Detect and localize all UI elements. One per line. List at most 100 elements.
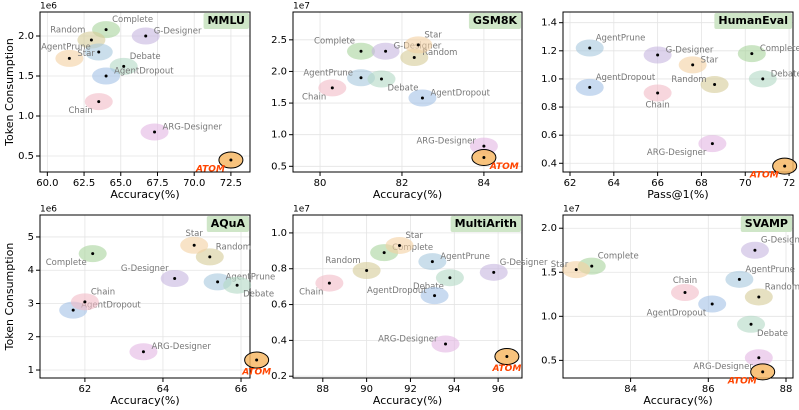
point-label: Debate (413, 282, 444, 292)
point-label: AgentDropout (596, 73, 656, 83)
point (398, 243, 402, 247)
point-label: Random (216, 242, 251, 252)
title-badge (206, 216, 249, 232)
point (412, 56, 416, 60)
x-tick-label: 70 (739, 178, 752, 189)
point-label: Complete (314, 37, 355, 47)
point (749, 322, 753, 326)
point-label: AgentPrune (596, 33, 646, 43)
x-tick-label: 88 (780, 384, 793, 395)
point-label: Debate (387, 84, 418, 94)
point-label: Star (424, 30, 442, 40)
offset-text: 1e6 (40, 205, 57, 215)
point-label: ARG-Designer (163, 123, 223, 133)
y-axis-label: Token Consumption (3, 243, 16, 352)
point (104, 28, 108, 32)
x-tick-label: 62 (79, 384, 92, 395)
point-label: G-Designer (121, 264, 169, 274)
point (656, 53, 660, 57)
y-tick-label: 2.0 (541, 223, 557, 234)
x-tick-label: 94 (448, 384, 461, 395)
point (365, 269, 369, 273)
y-tick-label: 1.0 (541, 311, 557, 322)
point (229, 158, 233, 162)
title-badge (740, 216, 792, 232)
y-tick-label: 0.5 (18, 151, 34, 162)
x-tick-label: 86 (702, 384, 715, 395)
y-tick-label: 1.0 (271, 130, 287, 141)
offset-text: 1e7 (563, 205, 580, 215)
point (444, 342, 448, 346)
point-label: ARG-Designer (151, 342, 211, 352)
point-label: Complete (760, 44, 799, 54)
panel-title: HumanEval (718, 14, 788, 27)
point (761, 370, 765, 374)
point (691, 63, 695, 67)
point-label: Star (406, 231, 424, 241)
point-label: ATOM (195, 165, 225, 175)
x-axis-label: Accuracy(%) (373, 188, 442, 201)
plot-frame (292, 11, 523, 173)
x-tick-label: 64 (157, 384, 170, 395)
y-tick-label: 0.8 (541, 102, 557, 113)
point (359, 76, 363, 80)
x-tick-label: 84 (478, 178, 491, 189)
plot-frame (39, 11, 251, 173)
y-tick-label: 1.0 (18, 111, 34, 122)
offset-text: 1e7 (293, 205, 310, 215)
point-label: ATOM (749, 171, 779, 181)
panel-title: SVAMP (745, 217, 788, 230)
point-label: Star (185, 229, 203, 239)
point-label: Debate (243, 290, 274, 300)
y-tick-label: 1.2 (541, 46, 557, 57)
y-tick-label: 1.0 (541, 74, 557, 85)
x-axis-label: Accuracy(%) (643, 394, 712, 407)
offset-text: 1e6 (40, 2, 57, 12)
point (71, 308, 75, 312)
point (505, 355, 509, 359)
point-label: AgentDropout (81, 301, 141, 311)
point-label: G-Designer (154, 27, 202, 37)
x-tick-label: 88 (316, 384, 329, 395)
x-tick-label: 62 (564, 178, 577, 189)
point-label: Random (325, 256, 360, 266)
point-label: Random (765, 282, 799, 292)
point-label: Chain (68, 106, 92, 116)
y-tick-label: 2.0 (271, 66, 287, 77)
point-label: Debate (771, 69, 799, 79)
point (761, 77, 765, 81)
point (750, 52, 754, 56)
point-label: Complete (46, 258, 87, 268)
point (574, 268, 578, 272)
y-tick-label: 1 (28, 365, 34, 376)
point (448, 276, 452, 280)
point (379, 77, 383, 81)
y-tick-label: 2 (28, 332, 34, 343)
point (255, 358, 259, 362)
x-tick-label: 92 (404, 384, 417, 395)
point-label: AgentPrune (303, 68, 353, 78)
x-tick-label: 96 (492, 384, 505, 395)
y-tick-label: 0.8 (271, 264, 287, 275)
point (783, 164, 787, 168)
point-label: Chain (645, 100, 669, 110)
x-tick-label: 65.0 (110, 178, 132, 189)
plot-frame (562, 11, 794, 173)
point (384, 49, 388, 53)
y-tick-label: 0.6 (271, 300, 287, 311)
point (420, 96, 424, 100)
point (710, 302, 714, 306)
point-label: Star (77, 49, 95, 59)
x-tick-label: 60.0 (36, 178, 58, 189)
point-label: AgentDropout (647, 308, 707, 318)
point-label: Chain (91, 287, 115, 297)
point-label: Star (701, 55, 719, 65)
panel-title: MMLU (208, 14, 245, 27)
point (757, 356, 761, 360)
y-tick-label: 3 (28, 298, 34, 309)
y-tick-label: 1.5 (271, 98, 287, 109)
point-label: Chain (673, 276, 697, 286)
point-label: ATOM (727, 376, 757, 386)
y-axis-label: Token Consumption (3, 38, 16, 147)
